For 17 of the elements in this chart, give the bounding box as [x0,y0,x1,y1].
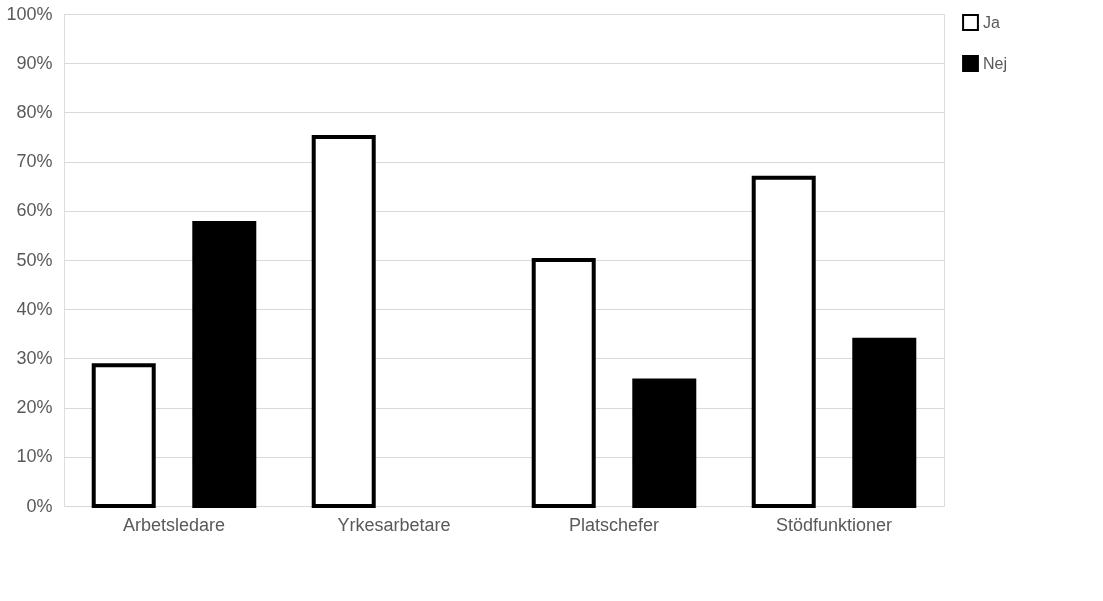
y-tick-label: 90% [16,52,53,73]
legend-label: Ja [983,13,1000,31]
x-tick-label: Yrkesarbetare [337,514,451,535]
y-tick-label: 100% [6,3,53,24]
y-tick-label: 70% [16,151,53,172]
y-tick-label: 40% [16,298,53,319]
x-tick-label: Platschefer [568,514,660,535]
x-tick-label: Stödfunktioner [775,514,893,535]
y-tick-label: 30% [16,347,53,368]
y-tick-label: 80% [16,101,53,122]
y-tick-label: 60% [16,200,53,221]
legend-label: Nej [983,54,1008,72]
y-tick-label: 20% [16,397,53,418]
y-tick-label: 0% [26,495,53,516]
y-tick-label: 10% [16,446,53,467]
y-tick-label: 50% [16,249,53,270]
x-tick-label: Arbetsledare [122,514,226,535]
